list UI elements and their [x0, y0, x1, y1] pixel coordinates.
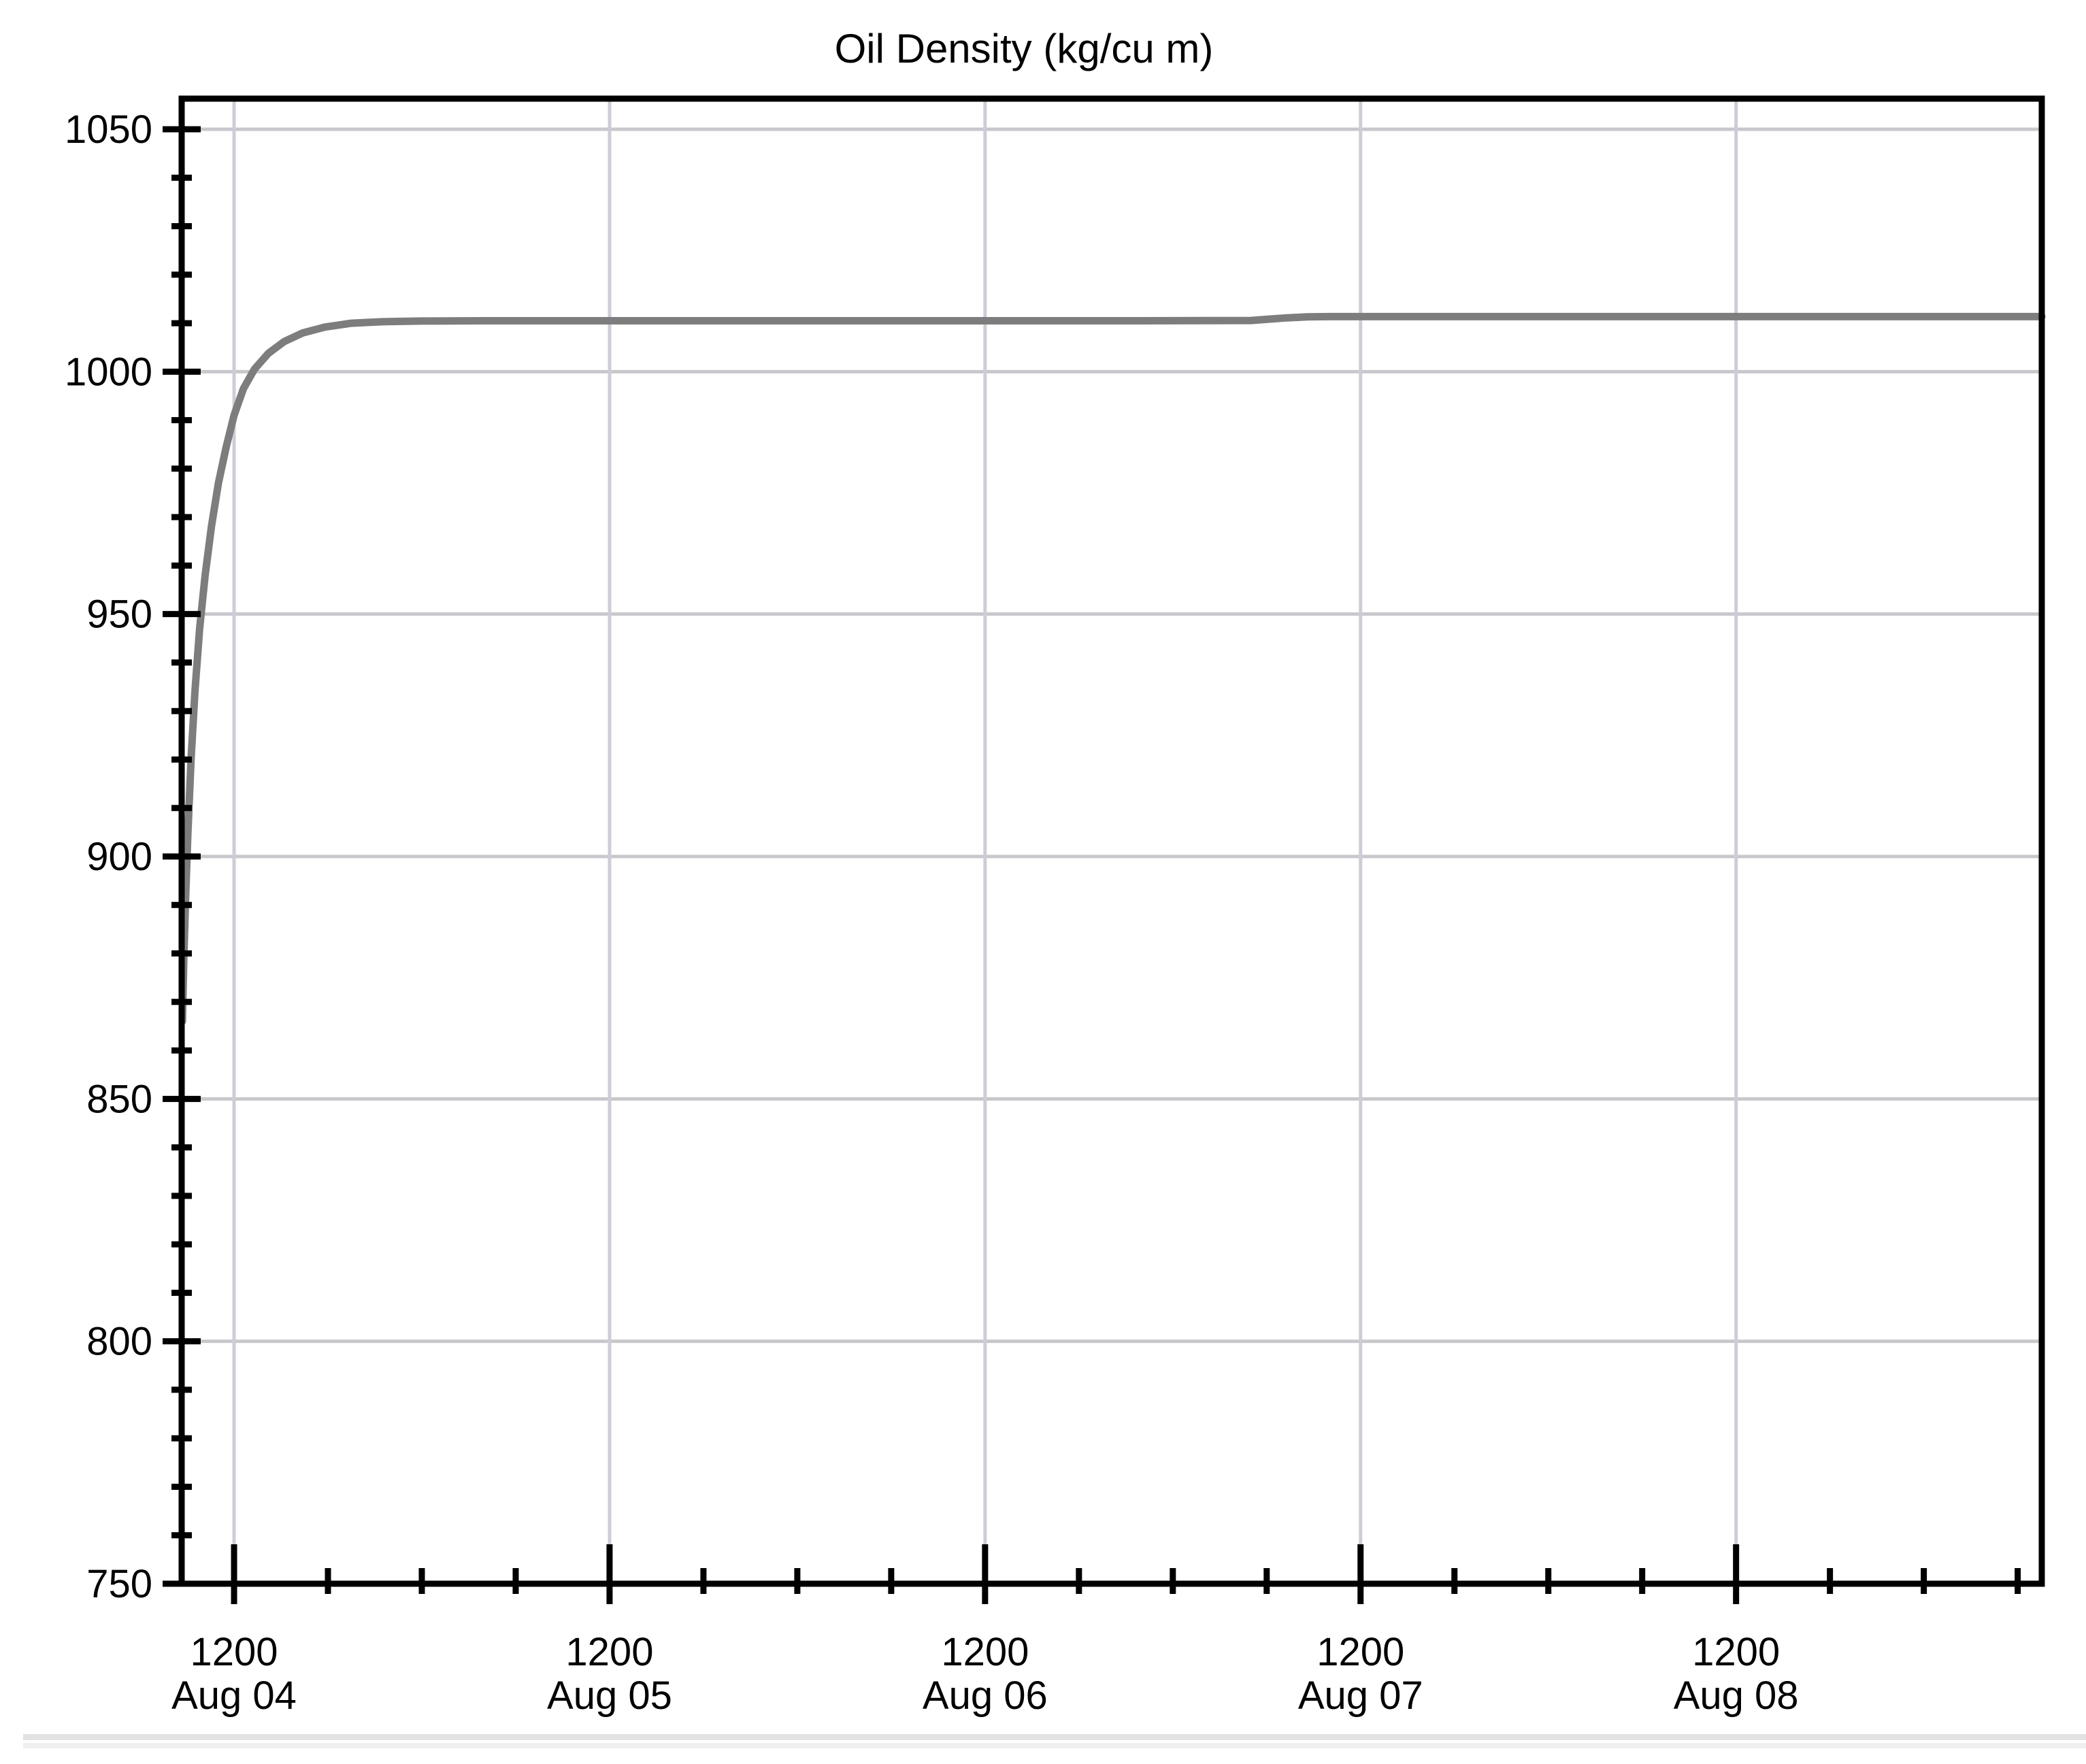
x-tick-date-label: Aug 06: [923, 1674, 1048, 1718]
bottom-divider-line-2: [23, 1743, 2086, 1748]
density-curve: [178, 312, 2046, 1025]
axis-layer: [163, 95, 2045, 1604]
y-tick-label: 850: [86, 1077, 152, 1121]
y-tick-label: 950: [86, 593, 152, 637]
x-tick-time-label: 1200: [1317, 1630, 1404, 1674]
y-tick-label: 1050: [65, 107, 152, 152]
y-tick-label: 900: [86, 835, 152, 879]
bottom-divider-line: [23, 1734, 2086, 1740]
chart-title: Oil Density (kg/cu m): [835, 26, 1214, 71]
x-tick-time-label: 1200: [941, 1630, 1029, 1674]
plot-frame: [178, 95, 2045, 1587]
x-tick-time-label: 1200: [565, 1630, 653, 1674]
x-tick-date-label: Aug 04: [171, 1674, 297, 1718]
y-tick-label: 750: [86, 1562, 152, 1606]
x-tick-date-label: Aug 07: [1298, 1674, 1423, 1718]
grid-layer: [182, 99, 2042, 1584]
series-layer: [178, 312, 2046, 1025]
y-tick-label: 800: [86, 1320, 152, 1364]
x-tick-date-label: Aug 05: [547, 1674, 672, 1718]
y-tick-label: 1000: [65, 350, 152, 394]
x-tick-time-label: 1200: [1692, 1630, 1780, 1674]
x-tick-time-label: 1200: [191, 1630, 278, 1674]
x-tick-date-label: Aug 08: [1674, 1674, 1799, 1718]
